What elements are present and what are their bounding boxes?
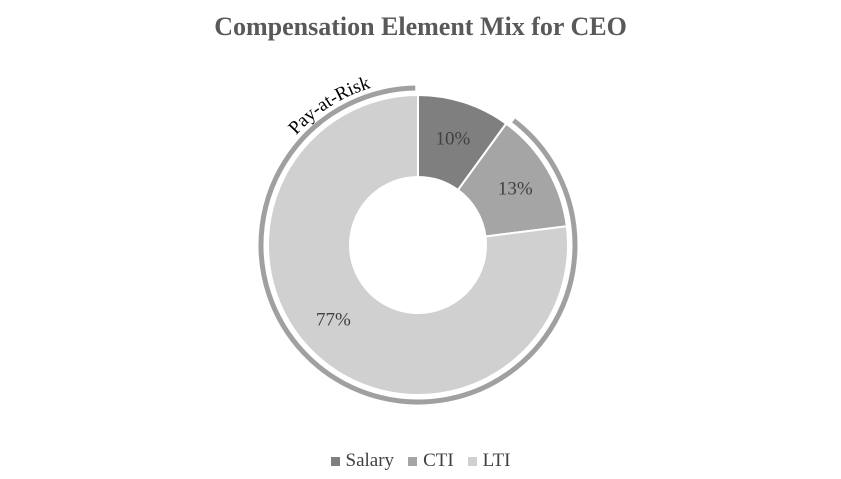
legend-swatch [467, 456, 477, 466]
legend-item-cti: CTI [408, 450, 454, 472]
legend-label: CTI [423, 450, 454, 471]
legend-label: Salary [345, 450, 395, 471]
legend: Salary CTI LTI [0, 450, 841, 472]
slice-label-lti: 77% [316, 309, 351, 330]
legend-label: LTI [482, 450, 511, 471]
slice-label-cti: 13% [498, 178, 533, 199]
legend-swatch [408, 456, 418, 466]
slice-label-salary: 10% [436, 129, 471, 150]
slice-lti [267, 93, 569, 396]
legend-item-lti: LTI [467, 450, 511, 472]
legend-item-salary: Salary [330, 450, 395, 472]
pay-at-risk-bracket [258, 85, 578, 405]
chart-title: Compensation Element Mix for CEO [214, 12, 627, 41]
legend-swatch [330, 456, 340, 466]
